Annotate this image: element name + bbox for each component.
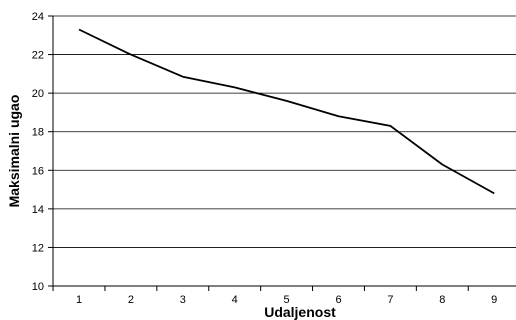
x-tick-label-7: 7 xyxy=(387,294,393,306)
y-tick-label-10: 10 xyxy=(32,281,44,293)
y-tick-label-24: 24 xyxy=(32,11,44,23)
x-axis-ticks: 1 2 3 4 5 6 7 8 9 xyxy=(52,286,497,306)
y-tick-label-14: 14 xyxy=(32,204,44,216)
y-tick-label-16: 16 xyxy=(32,165,44,177)
series-line-0 xyxy=(78,28,495,195)
x-axis-title: Udaljenost xyxy=(264,304,336,320)
x-tick-label-5: 5 xyxy=(284,294,290,306)
y-axis-ticks: 10 12 14 16 18 20 22 24 xyxy=(32,11,53,293)
y-axis-title: Maksimalni ugao xyxy=(6,95,22,208)
y-tick-label-12: 12 xyxy=(32,242,44,254)
x-tick-label-4: 4 xyxy=(232,294,238,306)
x-tick-label-2: 2 xyxy=(128,294,134,306)
y-tick-label-18: 18 xyxy=(32,127,44,139)
y-tick-label-20: 20 xyxy=(32,88,44,100)
axes xyxy=(52,16,516,287)
x-tick-label-8: 8 xyxy=(439,294,445,306)
x-tick-label-9: 9 xyxy=(491,294,497,306)
x-tick-label-6: 6 xyxy=(335,294,341,306)
x-tick-label-3: 3 xyxy=(180,294,186,306)
x-tick-label-1: 1 xyxy=(76,294,82,306)
y-tick-label-22: 22 xyxy=(32,50,44,62)
series-group xyxy=(78,28,495,195)
